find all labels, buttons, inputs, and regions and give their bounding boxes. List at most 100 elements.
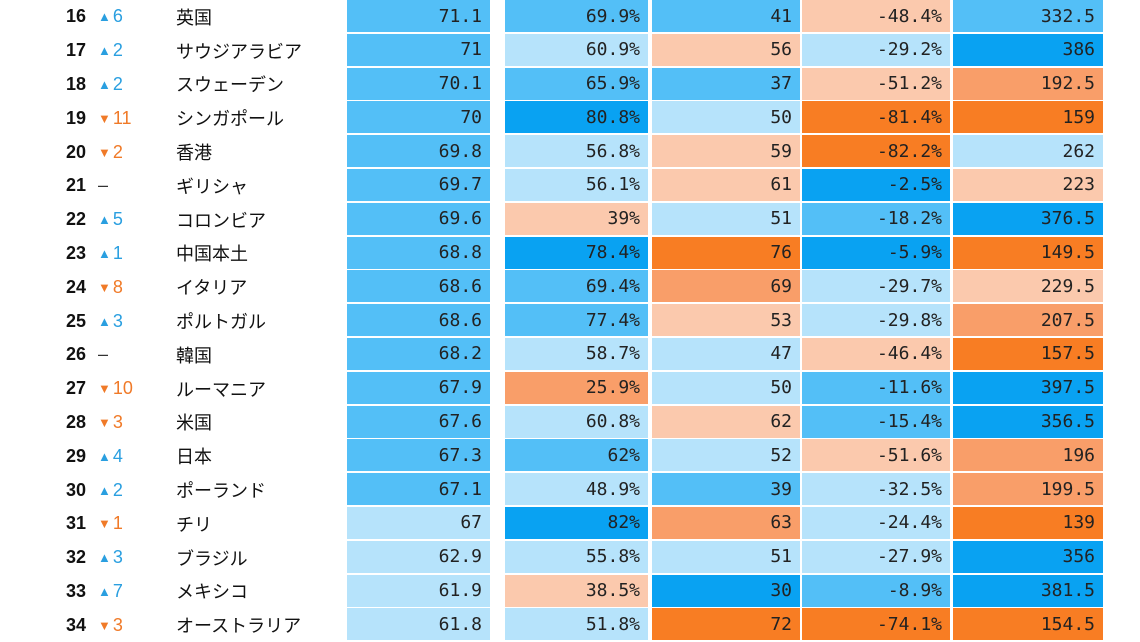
value-cell-col2: 38.5% [505,574,648,607]
value-cell-col1: 70.1 [347,67,490,100]
value-cell-col1: 61.8 [347,608,490,641]
rank-change-value: 3 [112,310,123,331]
value-cell-col1: 67.6 [347,405,490,438]
value-cell-col3: 61 [652,168,800,201]
value-cell-col5: 149.5 [953,236,1103,269]
rank-number: 20 [66,141,87,162]
value-cell-col1: 67.3 [347,439,490,472]
country-name: ルーマニア [176,379,266,401]
rank-change: ▼ 8 [98,270,123,304]
rank-number: 29 [66,445,87,466]
value-cell-col1: 67.9 [347,371,490,404]
value-cell-col4: -51.6% [802,439,950,472]
value-cell-col1: 68.8 [347,236,490,269]
table-row: 33 ▲ 7 メキシコ 61.9 38.5% 30 -8.9% 381.5 [0,574,1140,609]
country-name: 香港 [176,143,212,165]
value-cell-col5: 356.5 [953,405,1103,438]
rank-change-value: 6 [112,6,123,27]
up-arrow-icon: ▲ [98,245,111,261]
country-name: ブラジル [176,548,248,570]
value-cell-col2: 48.9% [505,473,648,506]
rank-number: 23 [66,242,87,263]
rank-change-value: 8 [112,276,123,297]
value-cell-col1: 68.6 [347,270,490,303]
rank-number: 31 [66,513,87,534]
rank-change-value: 11 [112,107,132,128]
value-cell-col2: 78.4% [505,236,648,269]
value-cell-col4: -29.8% [802,304,950,337]
table-row: 23 ▲ 1 中国本土 68.8 78.4% 76 -5.9% 149.5 [0,236,1140,271]
country-name: 英国 [176,7,212,29]
country-name: ギリシャ [176,176,248,198]
rank-change: ▼ 1 [98,507,123,541]
value-cell-col3: 37 [652,67,800,100]
value-cell-col3: 62 [652,405,800,438]
country-name: ポーランド [176,481,266,503]
value-cell-col3: 50 [652,101,800,134]
value-cell-col1: 69.6 [347,202,490,235]
rank-change-value: 3 [112,614,123,635]
value-cell-col4: -18.2% [802,202,950,235]
rank-change-value: 2 [112,40,123,61]
value-cell-col1: 67.1 [347,473,490,506]
value-cell-col5: 192.5 [953,67,1103,100]
value-cell-col3: 76 [652,236,800,269]
value-cell-col1: 68.6 [347,304,490,337]
value-cell-col2: 65.9% [505,67,648,100]
rank-change-value: 2 [112,479,123,500]
rank-change-value: 4 [112,445,123,466]
value-cell-col1: 68.2 [347,337,490,370]
table-row: 17 ▲ 2 サウジアラビア 71 60.9% 56 -29.2% 386 [0,33,1140,68]
rank-change-value: 2 [112,141,123,162]
value-cell-col4: -51.2% [802,67,950,100]
down-arrow-icon: ▼ [98,110,111,126]
value-cell-col2: 62% [505,439,648,472]
value-cell-col2: 69.9% [505,0,648,32]
rank-change: ▲ 2 [98,34,123,68]
value-cell-col5: 356 [953,540,1103,573]
table-row: 21– ギリシャ 69.7 56.1% 61 -2.5% 223 [0,168,1140,203]
rank-change-value: 10 [112,378,133,399]
rank-change-value: 5 [112,209,123,230]
value-cell-col2: 56.8% [505,135,648,168]
table-row: 34 ▼ 3 オーストラリア 61.8 51.8% 72 -74.1% 154.5 [0,608,1140,642]
value-cell-col2: 60.9% [505,33,648,66]
value-cell-col3: 30 [652,574,800,607]
rank-change-value: 3 [112,547,123,568]
rank-number: 18 [66,73,87,94]
value-cell-col2: 80.8% [505,101,648,134]
down-arrow-icon: ▼ [98,381,111,397]
rank-change-value: 1 [112,242,123,263]
value-cell-col3: 69 [652,270,800,303]
value-cell-col3: 51 [652,540,800,573]
value-cell-col3: 72 [652,608,800,641]
value-cell-col5: 199.5 [953,473,1103,506]
value-cell-col4: -74.1% [802,608,950,641]
rank-change-value: 1 [112,513,123,534]
table-row: 31 ▼ 1 チリ 67 82% 63 -24.4% 139 [0,506,1140,541]
table-row: 25 ▲ 3 ポルトガル 68.6 77.4% 53 -29.8% 207.5 [0,304,1140,338]
value-cell-col5: 139 [953,506,1103,539]
value-cell-col1: 62.9 [347,540,490,573]
value-cell-col2: 77.4% [505,304,648,337]
value-cell-col1: 69.8 [347,135,490,168]
value-cell-col3: 52 [652,439,800,472]
value-cell-col5: 386 [953,33,1103,66]
value-cell-col2: 51.8% [505,608,648,641]
up-arrow-icon: ▲ [98,583,111,599]
value-cell-col4: -32.5% [802,473,950,506]
value-cell-col4: -81.4% [802,101,950,134]
value-cell-col5: 196 [953,439,1103,472]
country-name: シンガポール [176,109,284,131]
value-cell-col3: 47 [652,337,800,370]
table-row: 20 ▼ 2 香港 69.8 56.8% 59 -82.2% 262 [0,135,1140,169]
table-row: 28 ▼ 3 米国 67.6 60.8% 62 -15.4% 356.5 [0,405,1140,440]
table-row: 30 ▲ 2 ポーランド 67.1 48.9% 39 -32.5% 199.5 [0,473,1140,507]
rank-number: 30 [66,479,87,500]
down-arrow-icon: ▼ [98,144,111,160]
rank-number: 16 [66,6,87,27]
country-name: サウジアラビア [176,41,302,63]
value-cell-col3: 63 [652,506,800,539]
value-cell-col3: 56 [652,33,800,66]
value-cell-col5: 154.5 [953,608,1103,641]
